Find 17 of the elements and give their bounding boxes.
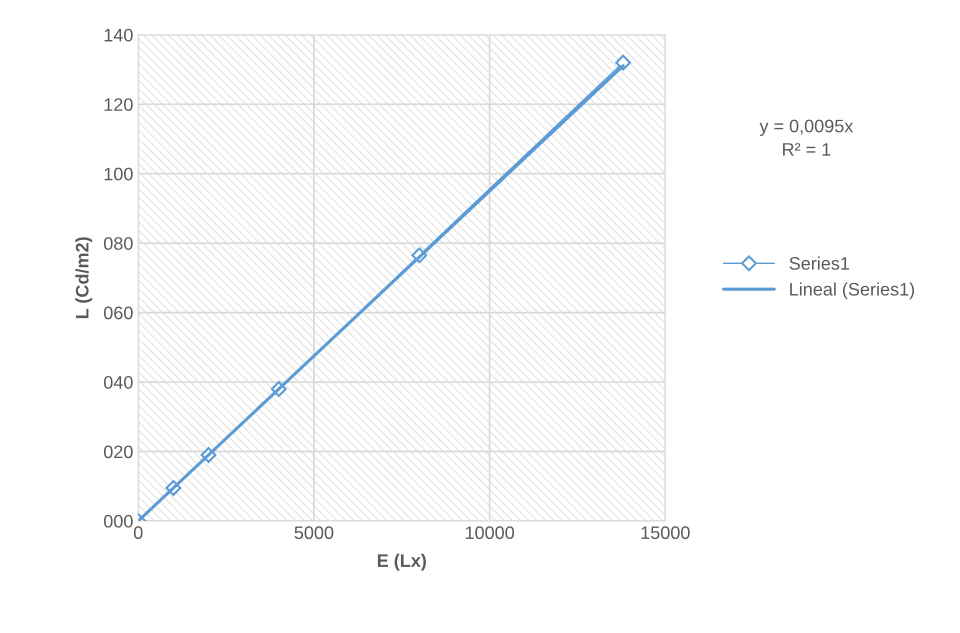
x-tick-label: 5000 <box>294 526 334 540</box>
y-tick-label: 100 <box>104 168 133 180</box>
x-tick-label: 0 <box>134 526 143 540</box>
y-tick-label: 080 <box>104 237 133 250</box>
text: y = 0,0095x R² = 1 <box>760 120 854 156</box>
y-tick-label: 120 <box>104 98 133 111</box>
y-axis-title: L (Cd/m2) <box>75 237 92 318</box>
x-tick-label: 15000 <box>642 526 690 540</box>
legend-label: Lineal (Series1) <box>790 282 914 300</box>
y-tick-label: 000 <box>104 514 133 528</box>
y-tick-label: 040 <box>104 376 133 389</box>
x-axis-title: E (Lx) <box>378 554 426 571</box>
y-tick-label: 020 <box>104 445 133 458</box>
x-tick-label: 10000 <box>466 526 514 540</box>
y-tick-label: 060 <box>104 306 133 320</box>
legend-label: Series1 <box>790 256 850 270</box>
y-tick-label: 140 <box>104 28 133 42</box>
